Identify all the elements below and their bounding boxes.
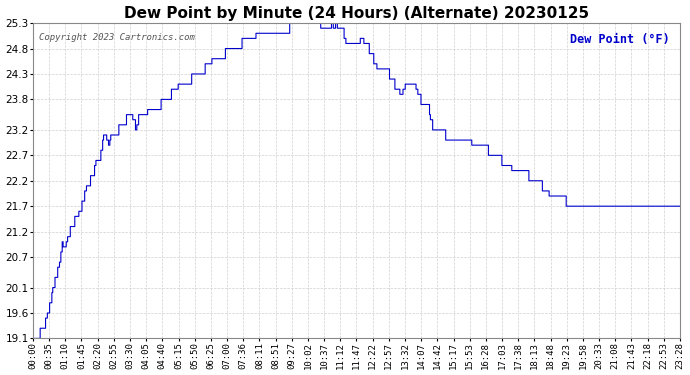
Text: Dew Point (°F): Dew Point (°F) [571, 33, 670, 46]
Title: Dew Point by Minute (24 Hours) (Alternate) 20230125: Dew Point by Minute (24 Hours) (Alternat… [124, 6, 589, 21]
Text: Copyright 2023 Cartronics.com: Copyright 2023 Cartronics.com [39, 33, 195, 42]
